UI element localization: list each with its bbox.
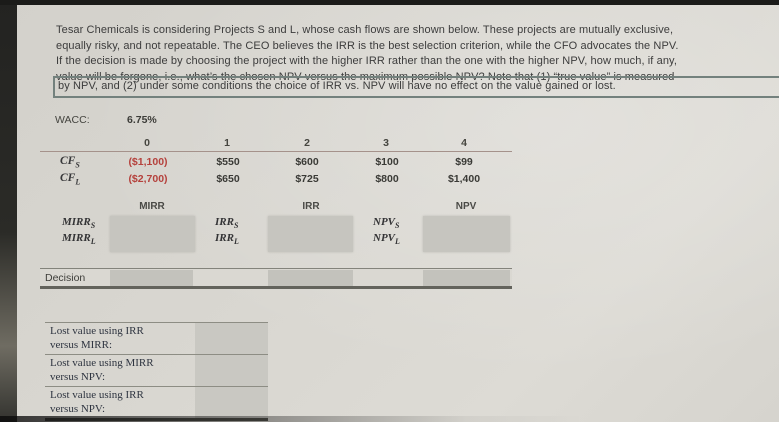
cf-s-t0-cell[interactable]: ($1,100) [128, 156, 168, 168]
irr-l-label: IRRL [215, 232, 239, 247]
mirr-s-label: MIRRS [62, 216, 96, 231]
npv-s-label: NPVS [373, 216, 400, 231]
problem-line-3: If the decision is made by choosing the … [56, 55, 677, 67]
lost-irr-vs-npv-label: Lost value using IRR versus NPV: [50, 389, 144, 415]
mirr-l-label: MIRRL [62, 232, 96, 247]
cf-s-t3-cell[interactable]: $100 [375, 156, 399, 168]
period-2: 2 [304, 137, 310, 149]
mirr-input-cell[interactable] [110, 216, 195, 252]
lost-value-table: Lost value using IRR versus MIRR: Lost v… [45, 322, 268, 421]
irr-s-label: IRRS [215, 216, 239, 231]
table-row: Lost value using MIRR versus NPV: [45, 355, 268, 387]
table-row: Lost value using IRR versus MIRR: [45, 323, 268, 355]
period-3: 3 [383, 137, 389, 149]
wacc-label: WACC: [55, 114, 90, 126]
cf-s-t1-cell[interactable]: $550 [216, 156, 240, 168]
lost-irr-vs-npv-cell[interactable] [195, 387, 268, 418]
cf-s-t2-cell[interactable]: $600 [295, 156, 319, 168]
mirr-column-header: MIRR [139, 201, 165, 212]
cf-s-t4-cell[interactable]: $99 [455, 156, 473, 168]
decision-row: Decision [40, 268, 512, 289]
period-0: 0 [144, 137, 150, 149]
wacc-value-cell[interactable]: 6.75% [127, 114, 157, 126]
cf-l-label: CFL [60, 172, 81, 187]
cf-l-t3-cell[interactable]: $800 [375, 173, 399, 185]
npv-l-label: NPVL [373, 232, 400, 247]
irr-column-header: IRR [302, 201, 320, 212]
problem-line-2: equally risky, and not repeatable. The C… [56, 39, 679, 52]
npv-column-header: NPV [455, 201, 477, 212]
cf-l-t2-cell[interactable]: $725 [295, 173, 319, 185]
lost-irr-vs-mirr-cell[interactable] [195, 323, 268, 354]
cf-l-t1-cell[interactable]: $650 [216, 173, 240, 185]
lost-mirr-vs-npv-label: Lost value using MIRR versus NPV: [50, 357, 154, 383]
header-rule [40, 151, 512, 152]
screen-left-bezel [0, 0, 17, 422]
decision-irr-cell[interactable] [268, 270, 353, 286]
lost-mirr-vs-npv-cell[interactable] [195, 355, 268, 386]
period-1: 1 [224, 137, 230, 149]
npv-input-cell[interactable] [423, 216, 510, 252]
screen-top-bezel [0, 0, 779, 5]
decision-label: Decision [45, 272, 86, 284]
problem-line-1: Tesar Chemicals is considering Projects … [56, 24, 674, 36]
problem-boxed-textbox: by NPV, and (2) under some conditions th… [53, 76, 779, 98]
irr-input-cell[interactable] [268, 216, 353, 252]
cf-s-label: CFS [60, 155, 80, 170]
lost-irr-vs-mirr-label: Lost value using IRR versus MIRR: [50, 325, 144, 351]
decision-npv-cell[interactable] [423, 270, 510, 286]
cf-l-t0-cell[interactable]: ($2,700) [128, 173, 168, 185]
cf-l-t4-cell[interactable]: $1,400 [447, 173, 481, 185]
decision-mirr-cell[interactable] [110, 270, 193, 286]
photo-bottom-shadow [0, 416, 779, 422]
problem-line-5: by NPV, and (2) under some conditions th… [58, 80, 616, 92]
period-4: 4 [461, 137, 467, 149]
